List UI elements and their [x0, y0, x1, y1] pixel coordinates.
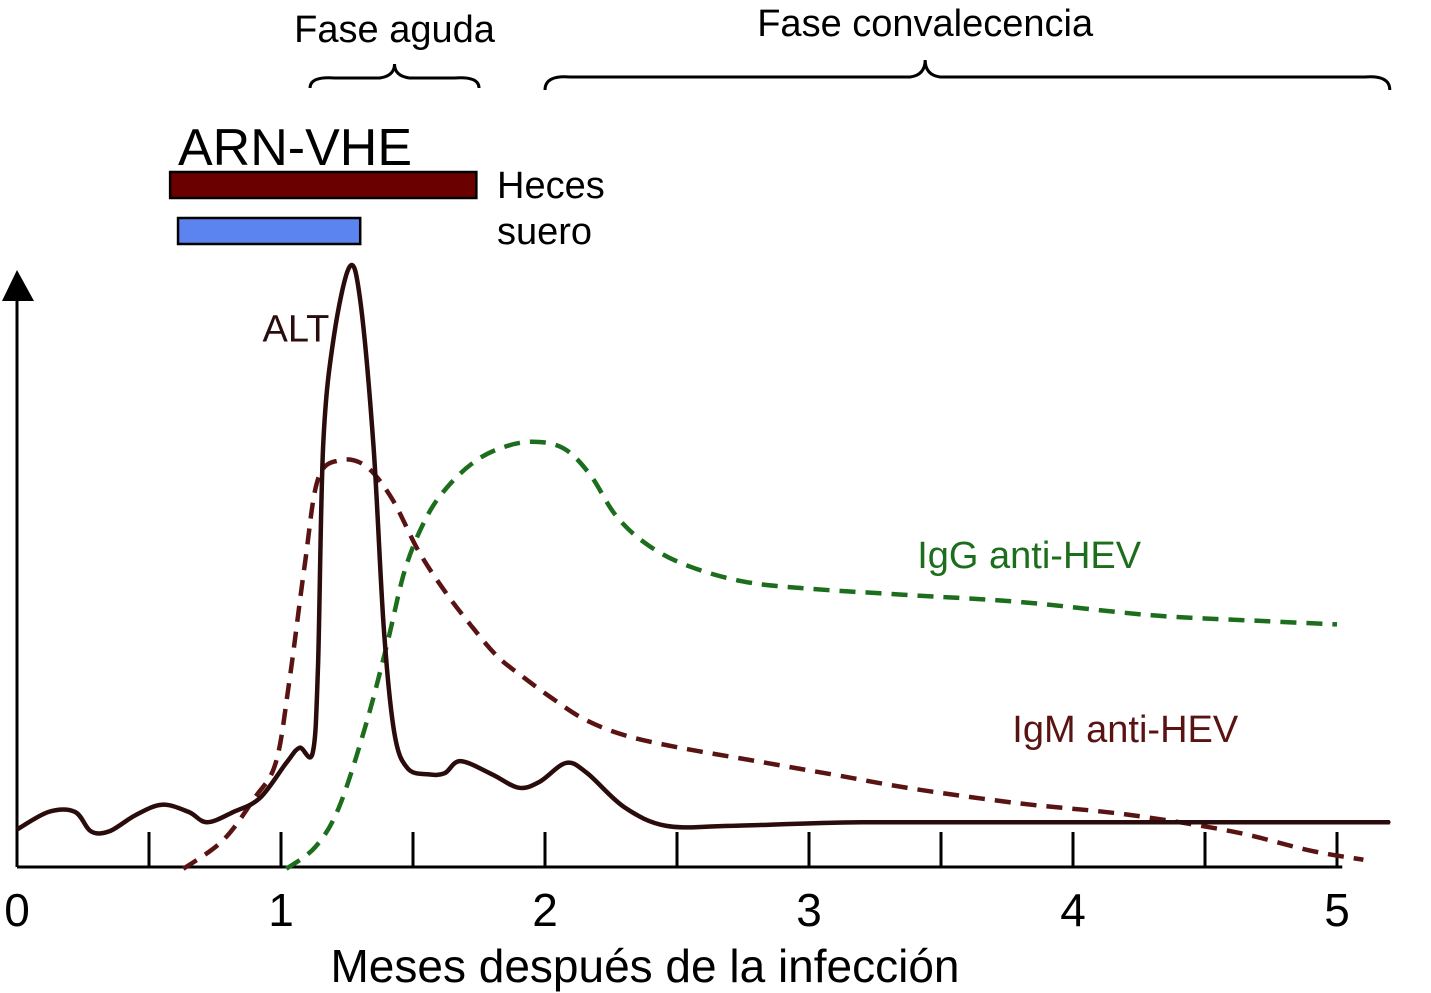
series-labels: ALT IgM anti-HEV IgG anti-HEV: [263, 308, 1239, 751]
series-line-alt: [15, 263, 1391, 836]
phase-brace-fase-convalecencia: [543, 59, 1392, 91]
y-axis-arrow-icon: [2, 270, 34, 301]
rna-bar-heces: [168, 170, 478, 200]
rna-label-suero: suero: [497, 211, 592, 253]
x-tick-label: 3: [796, 884, 822, 936]
phases: Fase aguda Fase convalecencia: [294, 3, 1392, 91]
rna-title: ARN-VHE: [178, 119, 412, 177]
rna-label-heces: Heces: [497, 165, 605, 207]
series-label-igg-anti-hev: IgG anti-HEV: [917, 535, 1142, 577]
phase-brace-fase-aguda: [308, 63, 481, 89]
phase-label-fase-aguda: Fase aguda: [294, 9, 496, 51]
series-line-igg-anti-hev: [284, 439, 1338, 871]
x-tick-label: 0: [4, 884, 30, 936]
series: [15, 263, 1391, 871]
x-tick-label: 5: [1324, 884, 1350, 936]
x-axis-title: Meses después de la infección: [330, 940, 959, 992]
rna-bar-suero: [176, 216, 362, 246]
x-tick-label: 4: [1060, 884, 1086, 936]
series-label-alt: ALT: [263, 308, 330, 350]
axes: 0 1 2 3 4 5: [2, 270, 1350, 936]
x-tick-label: 1: [268, 884, 294, 936]
series-line-igm-anti-hev: [181, 457, 1364, 871]
phase-label-fase-convalecencia: Fase convalecencia: [757, 3, 1094, 45]
series-label-igm-anti-hev: IgM anti-HEV: [1012, 709, 1239, 751]
x-tick-label: 2: [532, 884, 558, 936]
